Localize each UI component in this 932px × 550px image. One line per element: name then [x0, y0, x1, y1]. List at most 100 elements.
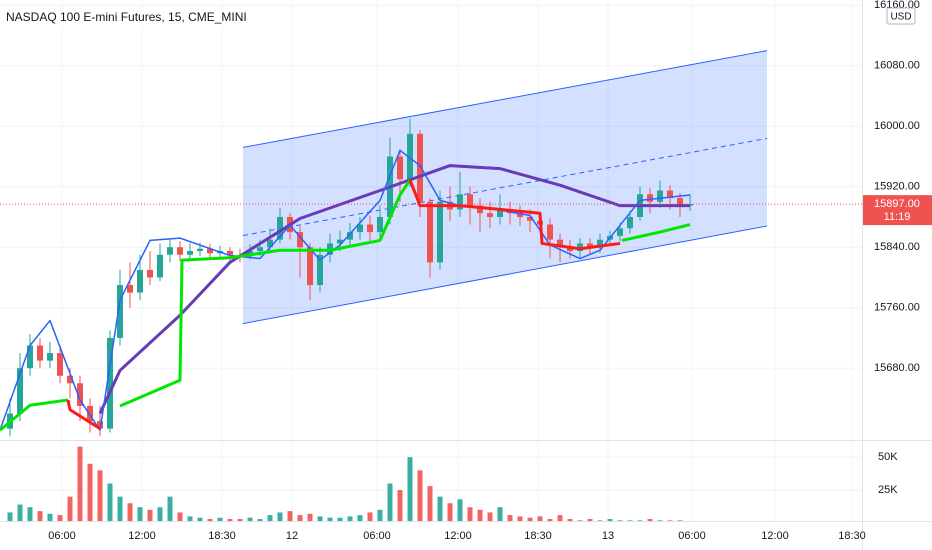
- candle-body: [167, 247, 173, 255]
- volume-bar: [277, 512, 283, 521]
- volume-bar: [667, 520, 673, 521]
- volume-bar: [367, 512, 373, 521]
- volume-bar: [217, 517, 223, 521]
- volume-tick-label: 25K: [878, 484, 898, 496]
- volume-tick-label: 50K: [878, 451, 898, 463]
- candle-body: [617, 228, 623, 236]
- volume-bar: [177, 512, 183, 521]
- volume-bar: [267, 515, 273, 521]
- volume-bar: [47, 513, 53, 521]
- volume-bar: [127, 503, 133, 521]
- title-bg: [0, 8, 240, 28]
- volume-bar: [407, 457, 413, 521]
- volume-bar: [187, 516, 193, 521]
- candle-body: [557, 239, 563, 248]
- candle-body: [517, 213, 523, 217]
- candle-body: [317, 254, 323, 286]
- candle-body: [277, 216, 283, 240]
- volume-bar: [37, 511, 43, 521]
- x-tick-label: 12: [286, 530, 298, 542]
- indicator-line: [98, 164, 690, 415]
- y-tick-label: 15760.00: [874, 302, 920, 314]
- x-tick-label: 13: [602, 530, 614, 542]
- channel-fill: [243, 50, 767, 324]
- volume-bar: [437, 496, 443, 521]
- x-tick-label: 06:00: [363, 530, 391, 542]
- y-tick-label: 15680.00: [874, 362, 920, 374]
- candle-body: [157, 254, 163, 278]
- candle-body: [567, 247, 573, 251]
- volume-bar: [507, 515, 513, 521]
- candle-body: [417, 133, 423, 202]
- volume-bar: [297, 515, 303, 521]
- candle-body: [137, 269, 143, 293]
- volume-bar: [647, 519, 653, 521]
- x-tick-label: 12:00: [128, 530, 156, 542]
- volume-bar: [567, 519, 573, 521]
- candle-body: [187, 250, 193, 255]
- volume-bar: [387, 483, 393, 521]
- volume-bar: [487, 512, 493, 521]
- volume-bar: [677, 520, 683, 521]
- candle-body: [437, 201, 443, 263]
- x-tick-label: 12:00: [761, 530, 789, 542]
- volume-bar: [627, 520, 633, 521]
- volume-bar: [497, 507, 503, 521]
- volume-bar: [397, 490, 403, 521]
- price-pane: [0, 50, 862, 437]
- candle-body: [87, 405, 93, 422]
- currency-box[interactable]: [886, 7, 916, 25]
- indicator-line: [408, 179, 621, 251]
- volume-bar: [17, 504, 23, 521]
- x-tick-label: 18:30: [208, 530, 236, 542]
- candle-body: [667, 190, 673, 199]
- candle-body: [647, 194, 653, 202]
- volume-bar: [467, 507, 473, 521]
- grid: [0, 0, 862, 521]
- y-tick-label: 16160.00: [874, 0, 920, 11]
- volume-bar: [327, 517, 333, 521]
- volume-bar: [57, 515, 63, 521]
- candle-body: [17, 368, 23, 414]
- candle-body: [257, 247, 263, 251]
- candle-body: [197, 248, 203, 251]
- volume-bar: [307, 513, 313, 521]
- candle-body: [527, 216, 533, 221]
- candle-body: [677, 198, 683, 206]
- volume-bar: [287, 511, 293, 521]
- volume-bar: [637, 520, 643, 521]
- candle-body: [367, 224, 373, 233]
- candle-body: [37, 345, 43, 361]
- currency: USD: [890, 12, 911, 23]
- channel-upper: [242, 50, 768, 148]
- volume-bar: [67, 496, 73, 521]
- volume-bar: [147, 509, 153, 521]
- volume-bar: [537, 516, 543, 521]
- candle-body: [477, 205, 483, 214]
- indicator-line: [0, 398, 69, 432]
- volume-bar: [427, 486, 433, 521]
- chart-title: NASDAQ 100 E-mini Futures, 15, CME_MINI: [6, 10, 247, 24]
- candle-body: [57, 353, 63, 376]
- candle-body: [547, 224, 553, 240]
- volume-bar: [547, 519, 553, 521]
- x-tick-label: 06:00: [48, 530, 76, 542]
- volume-bar: [107, 483, 113, 521]
- volume-bar: [477, 509, 483, 521]
- countdown: 11:19: [884, 211, 911, 223]
- volume-bar: [157, 507, 163, 521]
- y-tick-label: 16000.00: [874, 120, 920, 132]
- volume-bar: [317, 516, 323, 521]
- volume-bar: [517, 516, 523, 521]
- volume-bar: [377, 509, 383, 521]
- x-tick-label: 18:30: [524, 530, 552, 542]
- candle-body: [357, 224, 363, 233]
- volume-bar: [657, 520, 663, 521]
- volume-bar: [137, 507, 143, 521]
- volume-bar: [597, 520, 603, 521]
- volume-bar: [27, 507, 33, 521]
- y-tick-label: 16080.00: [874, 60, 920, 72]
- last-price-label: 15897.00: [874, 198, 920, 210]
- candle-body: [27, 345, 33, 369]
